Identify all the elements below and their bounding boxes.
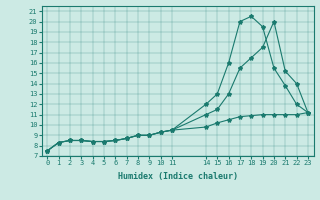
X-axis label: Humidex (Indice chaleur): Humidex (Indice chaleur) <box>118 172 237 181</box>
